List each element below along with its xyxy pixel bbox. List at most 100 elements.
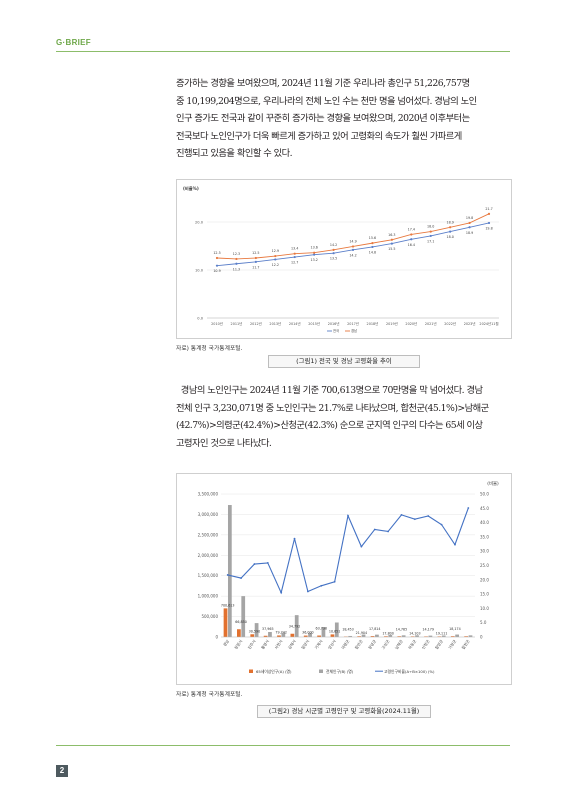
ratio-point <box>427 515 430 517</box>
ratio-point <box>293 537 296 540</box>
data-point <box>410 238 413 241</box>
legend-label: 경남 <box>351 328 357 333</box>
x-tick-label: 고성군 <box>380 638 390 650</box>
x-tick-label: 2015년 <box>308 321 320 326</box>
bar-total-population <box>361 634 366 637</box>
ratio-point <box>306 590 309 593</box>
data-label: 15.6 <box>369 236 376 240</box>
bar-data-label: 18,174 <box>449 627 461 631</box>
bar-elderly-population <box>277 635 281 637</box>
data-label: 18.9 <box>446 220 453 224</box>
ratio-point <box>454 543 456 546</box>
bar-total-population <box>294 615 299 637</box>
data-label: 17.4 <box>408 227 415 231</box>
ratio-point <box>280 591 283 594</box>
bar-total-population <box>227 505 232 637</box>
y2-tick-label: 20.0 <box>480 577 489 582</box>
paragraph-2: 경남의 노인인구는 2024년 11월 기준 700,613명으로 70만명을 … <box>176 382 512 452</box>
y-tick-label: 500,000 <box>201 614 218 619</box>
bar-elderly-population <box>250 634 255 637</box>
data-label: 15.5 <box>388 247 395 251</box>
data-point <box>254 260 257 263</box>
bar-total-population <box>334 622 339 637</box>
data-point <box>293 255 296 259</box>
ratio-point <box>467 507 470 509</box>
data-label: 18.9 <box>466 231 473 235</box>
x-tick-label: 사천시 <box>273 639 283 650</box>
paragraph-line: 중 10,199,204명으로, 우리나라의 전체 노인 수는 천만 명을 넘어… <box>176 95 477 107</box>
bar-total-population <box>415 635 419 637</box>
data-point <box>332 248 335 251</box>
paragraph-line: 진행되고 있음을 확인할 수 있다. <box>176 148 293 160</box>
data-label: 10.9 <box>213 269 220 273</box>
bar-data-label: 34,792 <box>289 625 301 629</box>
y-tick-label: 10.0 <box>195 269 204 273</box>
bar-data-label: 21,904 <box>356 631 368 635</box>
bar-data-label: 14,179 <box>422 627 434 631</box>
y-tick-label: 1,000,000 <box>198 594 219 599</box>
x-tick-label: 경남 <box>222 638 230 647</box>
bar-total-population <box>401 635 406 637</box>
bar-elderly-population <box>330 634 335 637</box>
data-label: 12.5 <box>213 251 220 255</box>
data-label: 12.3 <box>233 252 240 256</box>
ratio-point <box>333 580 336 583</box>
data-point <box>215 264 219 267</box>
bar-data-label: 19,111 <box>436 631 448 635</box>
y2-axis-label: (비율) <box>487 480 499 487</box>
bar-data-label: 37,965 <box>262 627 274 631</box>
y2-tick-label: 45.0 <box>480 506 489 511</box>
y-tick-label: 0.0 <box>197 317 203 321</box>
data-point <box>254 256 257 260</box>
data-label: 19.8 <box>466 216 473 220</box>
x-tick-label: 통영시 <box>260 639 270 650</box>
bar-total-population <box>254 623 259 637</box>
x-tick-label: 밀양시 <box>300 639 310 650</box>
bar-total-population <box>388 634 393 637</box>
data-label: 12.5 <box>252 251 259 255</box>
data-point <box>313 251 316 254</box>
y-tick-label: 2,500,000 <box>198 532 219 537</box>
x-tick-label: 2021년 <box>425 321 437 326</box>
data-label: 12.2 <box>272 263 279 267</box>
bar-elderly-population <box>290 633 295 637</box>
ratio-point <box>413 518 416 521</box>
figure-2-chart: (비율) 0 500,000 1,000,000 1,500,000 2,000,000 2… <box>176 473 512 685</box>
y-tick-label: 3,000,000 <box>198 512 219 517</box>
y-tick-label: 2,000,000 <box>198 553 219 558</box>
bar-data-label: 17,814 <box>369 627 381 631</box>
bar-data-label: 700,613 <box>221 603 235 607</box>
figure-1-caption: (그림1) 전국 및 경남 고령화율 추이 <box>268 355 420 368</box>
y-tick-label: 0 <box>215 635 218 640</box>
ratio-point <box>387 530 390 533</box>
x-tick-label: 진주시 <box>247 639 257 650</box>
data-point <box>274 254 277 258</box>
bar-elderly-population <box>223 608 228 637</box>
data-label: 12.7 <box>291 261 298 265</box>
bar-data-label: 14,765 <box>396 627 408 631</box>
x-tick-label: 2020년 <box>405 321 417 326</box>
data-label: 18.0 <box>446 235 453 239</box>
legend-label: 65세이상인구(A) (명) <box>256 669 292 674</box>
data-point <box>487 221 491 225</box>
legend-label: 전국 <box>333 328 339 333</box>
data-point <box>351 248 355 251</box>
data-point <box>215 256 219 260</box>
x-tick-label: 김해시 <box>287 639 297 650</box>
ratio-point <box>320 584 323 587</box>
data-label: 21.7 <box>485 207 492 211</box>
bar-total-population <box>441 635 446 637</box>
data-label: 13.6 <box>310 246 317 250</box>
ratio-point <box>373 528 376 531</box>
x-tick-label: 2023년 <box>464 321 476 326</box>
bar-total-population <box>281 632 286 637</box>
data-label: 16.4 <box>408 243 415 247</box>
data-point <box>429 234 432 238</box>
x-tick-label: 창원시 <box>233 639 243 650</box>
x-tick-label: 2010년 <box>211 321 223 326</box>
paragraph-line: 경남의 노인인구는 2024년 11월 기준 700,613명으로 70만명을 … <box>176 385 483 396</box>
data-label: 16.3 <box>388 233 395 237</box>
paragraph-line: (42.7%)>의령군(42.4%)>산청군(42.3%) 순으로 군지역 인구… <box>176 420 483 432</box>
data-label: 14.9 <box>349 239 356 243</box>
ratio-point <box>347 514 349 517</box>
